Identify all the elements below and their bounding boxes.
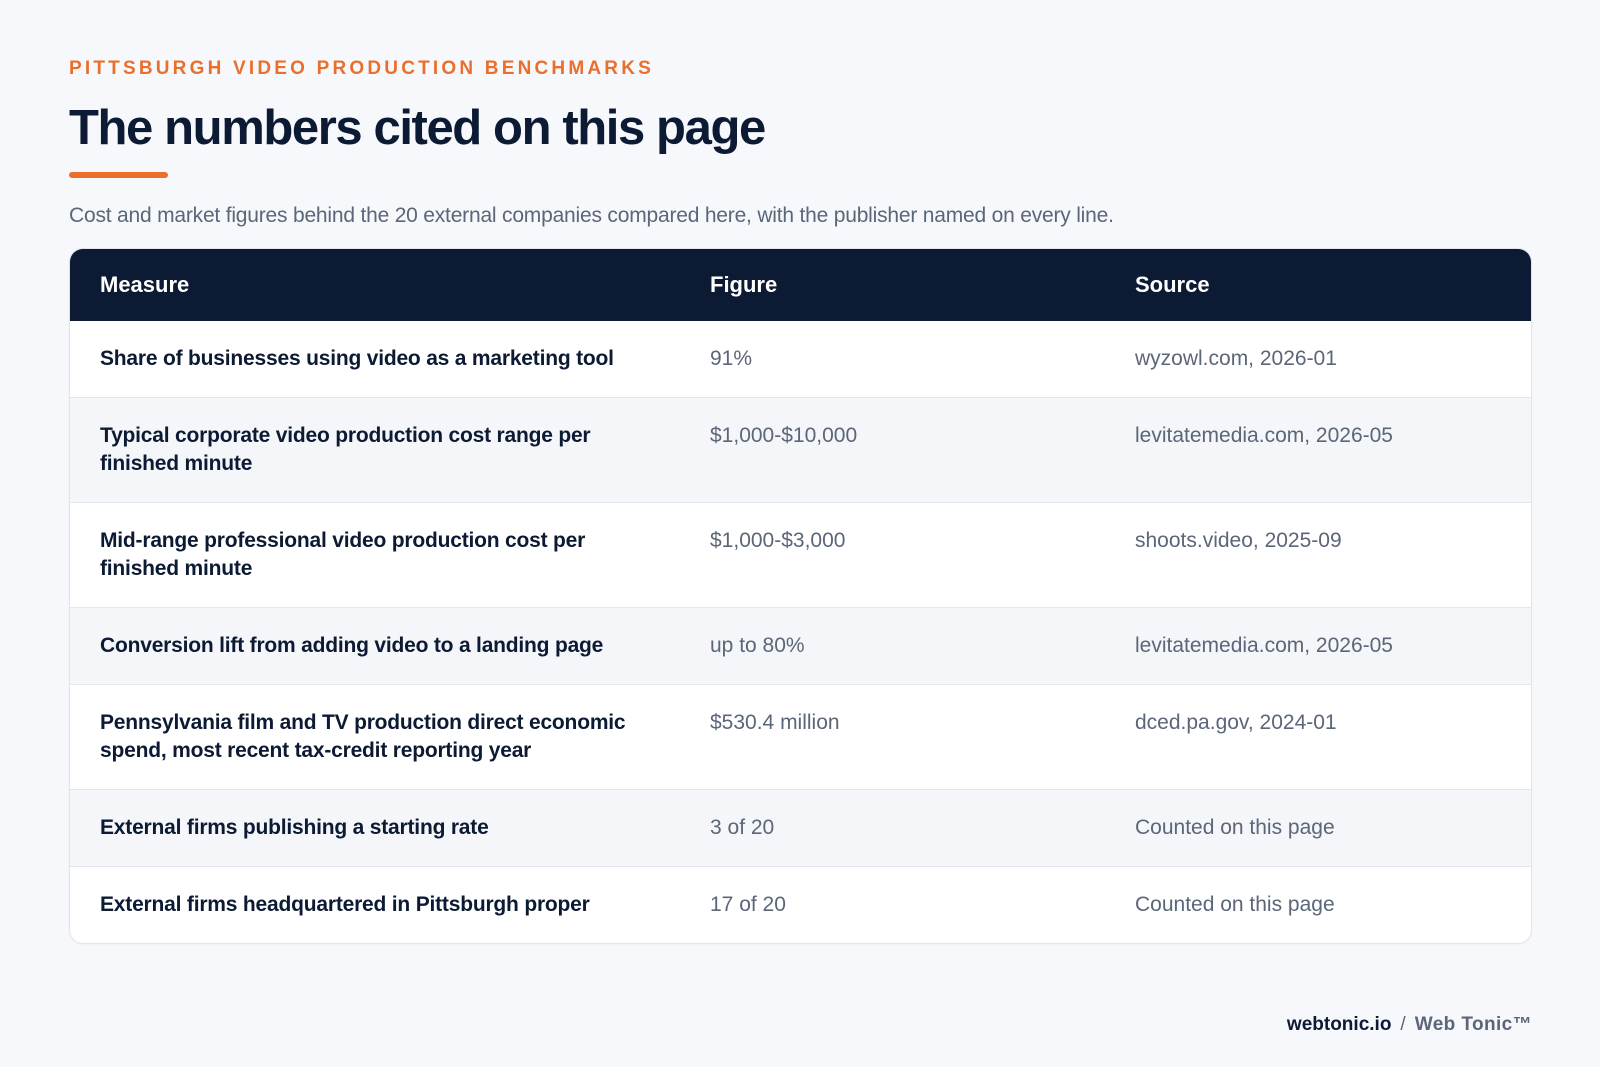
page-subtitle: Cost and market figures behind the 20 ex… xyxy=(69,204,1114,227)
figure-cell: 17 of 20 xyxy=(680,866,1105,943)
source-cell: Counted on this page xyxy=(1105,866,1531,943)
table-row: Share of businesses using video as a mar… xyxy=(70,321,1531,398)
figure-cell: up to 80% xyxy=(680,607,1105,685)
footer-brand: Web Tonic™ xyxy=(1414,1014,1532,1035)
column-header-measure: Measure xyxy=(70,249,680,321)
source-cell: levitatemedia.com, 2026-05 xyxy=(1105,397,1531,503)
source-cell: dced.pa.gov, 2024-01 xyxy=(1105,684,1531,790)
table-row: Conversion lift from adding video to a l… xyxy=(70,607,1531,685)
figure-cell: $530.4 million xyxy=(680,684,1105,790)
source-cell: wyzowl.com, 2026-01 xyxy=(1135,347,1337,370)
table-row: Mid-range professional video production … xyxy=(70,502,1531,608)
source-cell: levitatemedia.com, 2026-05 xyxy=(1105,607,1531,685)
table-header-row: Measure Figure Source xyxy=(70,249,1531,321)
benchmarks-table: Measure Figure Source Share of businesse… xyxy=(70,249,1531,943)
figure-cell: $1,000-$3,000 xyxy=(680,502,1105,608)
measure-cell: Share of businesses using video as a mar… xyxy=(100,347,614,370)
measure-cell: External firms headquartered in Pittsbur… xyxy=(70,866,680,943)
eyebrow-label: PITTSBURGH VIDEO PRODUCTION BENCHMARKS xyxy=(69,58,655,79)
column-header-figure: Figure xyxy=(680,249,1105,321)
table-row: External firms headquartered in Pittsbur… xyxy=(70,866,1531,943)
measure-cell: External firms publishing a starting rat… xyxy=(70,789,680,867)
page-title: The numbers cited on this page xyxy=(69,101,766,155)
footer-separator: / xyxy=(1400,1014,1406,1035)
measure-cell: Mid-range professional video production … xyxy=(70,502,680,608)
table-row: Pennsylvania film and TV production dire… xyxy=(70,684,1531,790)
measure-cell: Pennsylvania film and TV production dire… xyxy=(70,684,680,790)
footer-domain: webtonic.io xyxy=(1286,1014,1392,1035)
measure-cell: Conversion lift from adding video to a l… xyxy=(70,607,680,685)
figure-cell: 3 of 20 xyxy=(680,789,1105,867)
benchmarks-table-card: Measure Figure Source Share of businesse… xyxy=(69,248,1532,944)
column-header-source: Source xyxy=(1105,249,1531,321)
footer-credit: webtonic.io / Web Tonic™ xyxy=(1287,1012,1532,1038)
source-cell: Counted on this page xyxy=(1105,789,1531,867)
accent-divider xyxy=(69,172,168,178)
figure-cell: $1,000-$10,000 xyxy=(680,397,1105,503)
table-row: External firms publishing a starting rat… xyxy=(70,789,1531,867)
measure-cell: Typical corporate video production cost … xyxy=(70,397,680,503)
table-row: Typical corporate video production cost … xyxy=(70,397,1531,503)
source-cell: shoots.video, 2025-09 xyxy=(1105,502,1531,608)
figure-cell: 91% xyxy=(710,347,753,370)
page-header: PITTSBURGH VIDEO PRODUCTION BENCHMARKS T… xyxy=(69,55,1531,231)
